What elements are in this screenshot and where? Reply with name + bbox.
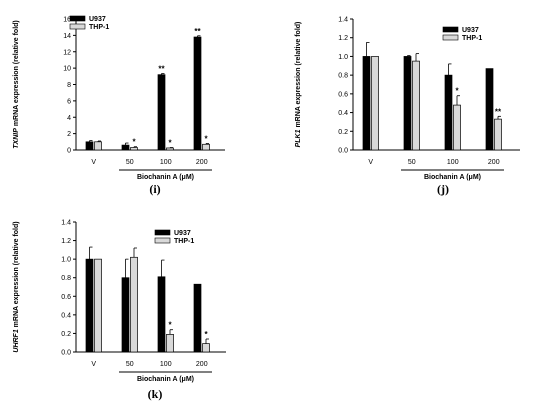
chart1-legend-label-thp1: THP-1	[89, 24, 109, 31]
chart2-y-tick-label: 1.0	[338, 54, 348, 61]
chart1-panel-label: (i)	[149, 182, 160, 196]
chart1-significance-mark: **	[194, 27, 201, 36]
chart2-x-tick-label: 100	[447, 159, 459, 166]
chart1-significance-mark: **	[158, 64, 165, 73]
chart2-significance-mark: *	[455, 87, 459, 96]
chart1-bar-u937	[121, 144, 130, 151]
chart2-bar-thp1	[453, 104, 461, 151]
chart3-bar-u937	[157, 276, 166, 353]
chart1-x-tick-label: V	[91, 159, 96, 166]
chart3-x-tick-label: 50	[126, 361, 134, 368]
chart2-x-tick-label: 200	[488, 159, 500, 166]
chart3-significance-mark: *	[168, 321, 172, 330]
chart3-bar-u937	[193, 283, 202, 353]
chart2-bar-u937	[444, 74, 453, 151]
chart1-y-tick-label: 4	[67, 115, 71, 122]
chart2-legend-label-u937: U937	[462, 27, 479, 34]
chart1-bar-thp1	[166, 147, 174, 151]
chart2-legend-swatch-thp1	[442, 34, 459, 41]
chart3-x-tick-label: 100	[160, 361, 172, 368]
chart3-x-axis-label: Biochanin A (μM)	[137, 376, 194, 383]
chart2-y-tick-label: 1.2	[338, 35, 348, 42]
chart2-y-axis-label-gene: PLK1	[295, 129, 302, 147]
chart3-significance-mark: *	[204, 330, 208, 339]
chart1-bar-thp1	[130, 147, 138, 151]
chart3-y-axis-label-rest: mRNA expression (relative fold)	[13, 221, 20, 329]
chart1-bar-u937	[85, 141, 94, 151]
chart3-panel-label: (k)	[148, 387, 163, 401]
chart3-y-tick-label: 0.6	[61, 294, 71, 301]
chart2-x-tick-label: 50	[408, 159, 416, 166]
chart1-x-tick-label: 100	[160, 159, 172, 166]
chart2-y-tick-label: 1.4	[338, 17, 348, 24]
chart1-y-axis-label-rest: mRNA expression (relative fold)	[13, 20, 20, 128]
chart2-y-tick-label: 0.2	[338, 129, 348, 136]
chart3-bar-u937	[85, 258, 94, 353]
chart2-bar-thp1	[494, 118, 502, 151]
chart1-y-tick-label: 0	[67, 148, 71, 155]
chart2-y-tick-label: 0.8	[338, 73, 348, 80]
chart3-x-tick-label: V	[91, 361, 96, 368]
chart1-x-tick-label: 50	[126, 159, 134, 166]
chart2-bar-thp1	[371, 56, 379, 151]
chart2-legend-swatch-u937	[442, 26, 459, 33]
chart1-y-tick-label: 2	[67, 131, 71, 138]
chart2-bar-thp1	[412, 60, 420, 151]
chart2-x-axis-label: Biochanin A (μM)	[424, 174, 481, 181]
chart1-bar-thp1	[94, 141, 102, 151]
chart2-y-axis-label-rest: mRNA expression (relative fold)	[295, 22, 302, 130]
chart1-significance-mark: *	[132, 138, 136, 147]
chart1-y-tick-label: 10	[63, 66, 71, 73]
chart3-y-tick-label: 0.8	[61, 275, 71, 282]
chart3-y-tick-label: 1.4	[61, 220, 71, 227]
chart1-bar-u937	[193, 36, 202, 151]
chart1-y-axis-label-gene: TXNIP	[13, 128, 20, 149]
chart3-bar-thp1	[130, 256, 138, 353]
chart3-y-tick-label: 0.2	[61, 331, 71, 338]
chart1-y-tick-label: 14	[63, 33, 71, 40]
chart3-bar-u937	[121, 277, 130, 353]
chart3-legend-swatch-thp1	[154, 237, 171, 244]
chart3-y-axis-label-gene: UHRF1	[13, 329, 20, 352]
chart1-y-tick-label: 12	[63, 49, 71, 56]
chart2-y-axis-label: PLK1 mRNA expression (relative fold)	[295, 22, 302, 148]
chart2-x-tick-label: V	[368, 159, 373, 166]
chart1-significance-mark: *	[168, 139, 172, 148]
chart2-bar-u937	[362, 56, 371, 151]
chart1-y-axis-label: TXNIP mRNA expression (relative fold)	[13, 20, 20, 149]
chart3-bar-thp1	[94, 258, 102, 353]
chart3-y-tick-label: 1.0	[61, 257, 71, 264]
chart3-legend-label-u937: U937	[174, 230, 191, 237]
chart3-bar-thp1	[202, 343, 210, 353]
chart1-x-tick-label: 200	[196, 159, 208, 166]
chart3-bar-thp1	[166, 334, 174, 353]
chart3-x-tick-label: 200	[196, 361, 208, 368]
chart3-y-tick-label: 1.2	[61, 238, 71, 245]
chart3-legend-swatch-u937	[154, 229, 171, 236]
chart2-bar-u937	[403, 56, 412, 151]
chart3-legend-label-thp1: THP-1	[174, 238, 194, 245]
chart3-y-tick-label: 0.0	[61, 350, 71, 357]
chart1-legend-swatch-u937	[69, 15, 86, 22]
chart1-y-tick-label: 16	[63, 17, 71, 24]
chart2-y-tick-label: 0.4	[338, 110, 348, 117]
chart2-y-tick-label: 0.6	[338, 91, 348, 98]
chart2-y-tick-label: 0.0	[338, 148, 348, 155]
chart2-significance-mark: **	[495, 107, 502, 116]
chart1-legend-swatch-thp1	[69, 23, 86, 30]
chart1-y-tick-label: 8	[67, 82, 71, 89]
chart3-y-axis-label: UHRF1 mRNA expression (relative fold)	[13, 221, 20, 352]
chart2-panel-label: (j)	[437, 182, 449, 196]
chart1-legend-label-u937: U937	[89, 16, 106, 23]
chart1-bar-thp1	[202, 143, 210, 151]
chart1-significance-mark: *	[204, 134, 208, 143]
chart1-x-axis-label: Biochanin A (μM)	[137, 174, 194, 181]
chart2-legend-label-thp1: THP-1	[462, 35, 482, 42]
chart2-bar-u937	[485, 68, 494, 151]
chart1-y-tick-label: 6	[67, 98, 71, 105]
chart1-bar-u937	[157, 74, 166, 151]
chart3-y-tick-label: 0.4	[61, 312, 71, 319]
